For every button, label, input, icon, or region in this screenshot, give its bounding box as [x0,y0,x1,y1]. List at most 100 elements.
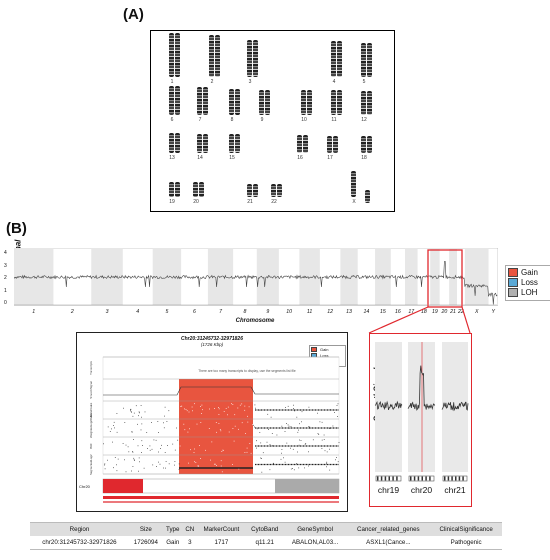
chrom-tick-label: 10 [286,309,292,315]
chromosome [365,190,370,203]
chromosome [175,85,180,115]
panel-a-label: (A) [123,6,144,23]
table-cell: ASXL1(Cance... [346,536,431,550]
track-label: BAF [89,443,93,449]
chromosome [169,182,174,197]
chrom-tick-label: 19 [432,309,438,315]
chrom-tick-label: 21 [450,309,456,315]
chromosome [247,39,252,77]
chromosome-label: 7 [198,117,202,123]
chromosome [197,87,202,115]
chromosome [361,42,366,77]
ideogram-label: Chr20 [79,484,90,489]
chromosome [361,90,366,115]
cnv-legend: Gain Loss LOH [505,265,550,301]
y-tick-label: 4 [4,250,7,256]
chromosome [215,34,220,77]
chromosome [253,39,258,77]
chrom-tick-label: 7 [219,309,222,315]
chrom-tick-label: 11 [306,309,313,315]
genome-plot-xlabel: Chromosome [235,318,275,324]
chromosome [175,33,180,77]
detail-plot [102,356,340,503]
table-header-cell: CN [182,522,197,536]
chromosome [235,134,240,153]
chromosome [337,90,342,115]
y-tick-label: 2 [4,275,7,281]
chromosome-label: 20 [193,199,199,205]
chrom-tick-label: 1 [32,309,36,315]
chromosome [331,90,336,115]
chrom-tick-label: 8 [243,309,247,315]
chromosome [229,88,234,115]
chromosome [277,183,282,197]
legend-item: Gain [311,347,344,353]
chromosome [193,182,198,197]
zoom-plot [374,342,469,482]
chrom-tick-label: 5 [165,309,169,315]
track-label: SmoothSignal [89,381,93,399]
chromosome-label: 21 [247,199,253,205]
chromosome-label: 6 [170,117,174,123]
table-header-cell: Cancer_related_genes [346,522,431,536]
chrom-tick-label: 9 [266,309,270,315]
table-header-cell: Type [162,522,183,536]
chromosome-label: 2 [210,79,214,85]
chromosome-label: 10 [301,117,307,123]
chromosome [197,133,202,153]
chromosome [307,90,312,115]
detail-note: There are too many transcripts to displa… [198,369,296,373]
chromosome [333,135,338,153]
legend-swatch [311,347,317,353]
chromosome [367,90,372,115]
chromosome [169,85,174,115]
chrom-tick-label: 18 [421,309,427,315]
chromosome [331,41,336,77]
chrom-tick-label: 14 [363,309,370,315]
detail-title: Chr20:31245732-32971826 [181,336,243,342]
genome-chrom-axis: 1 2 3 4 5 6 7 8 9 10 11 12 13 14 15 16 17 18 19 20 21 22 X Y [14,309,498,319]
chromosome [361,136,366,153]
legend-label: Gain [521,268,538,277]
table-header-row: Region Size Type CN MarkerCount CytoBand GeneS… [30,522,502,536]
chromosome [271,183,276,197]
legend-swatch [508,288,518,298]
chromosome-label: 11 [331,117,337,123]
chromosome-label: 1 [170,79,174,85]
chromosome [169,133,174,153]
table-header-cell: CytoBand [245,522,284,536]
chromosome-label: 22 [271,199,277,205]
chromosome [229,134,234,153]
chromosome-label: 3 [248,79,252,85]
chromosome [209,34,214,77]
chromosome-label: 17 [327,155,333,161]
chromosome [203,133,208,153]
chromosome [203,87,208,115]
legend-label: Gain [320,347,329,352]
table-header-cell: Size [128,522,163,536]
chrom-tick-label: X [474,309,479,315]
table-cell: Gain [162,536,183,550]
table-header-cell: Region [30,522,129,536]
genome-yticks: 0 1 2 3 4 [4,244,12,306]
chromosome-label: X [352,199,356,205]
chrom-tick-label: 3 [105,309,109,315]
chromosome-label: 16 [297,155,303,161]
chromosome [337,41,342,77]
chromosome [259,89,264,115]
chromosome [351,171,356,197]
detail-panel: Chr20:31245732-32971826 (1726 Kbp) Gain L… [76,332,348,512]
table-header-cell: ClinicalSignificance [430,522,502,536]
chromosome [253,183,258,197]
chromosome [301,90,306,115]
table-cell: 3 [182,536,197,550]
table-cell: ABALON,AL03... [283,536,347,550]
legend-label: Loss [320,353,329,358]
chromosome [303,135,308,153]
chrom-tick-label: 22 [458,309,464,315]
panel-b-label: (B) [6,220,27,237]
table-cell: Pathogenic [430,536,502,550]
legend-swatch [508,278,518,288]
chromosome [247,183,252,197]
